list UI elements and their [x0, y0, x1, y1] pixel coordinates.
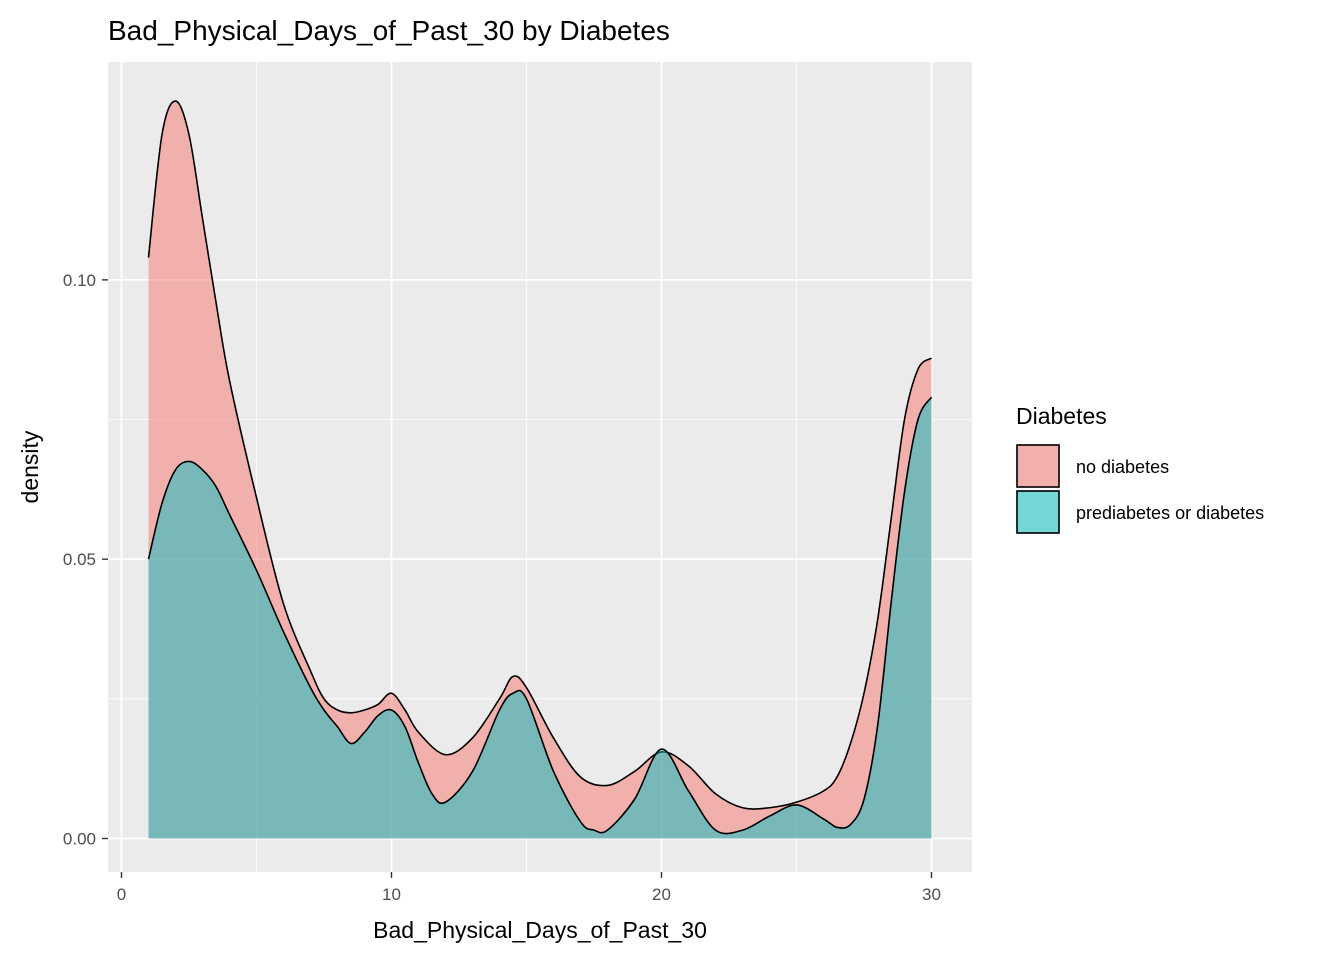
- density-area-prediabetes-or-diabetes: [148, 397, 932, 839]
- legend-swatch: [1016, 444, 1060, 488]
- chart-title: Bad_Physical_Days_of_Past_30 by Diabetes: [108, 15, 670, 46]
- legend-title: Diabetes: [1016, 403, 1107, 429]
- legend-item-no-diabetes: no diabetes: [1016, 444, 1169, 488]
- legend-label: prediabetes or diabetes: [1076, 503, 1264, 523]
- density-outline-no-diabetes: [147, 100, 933, 810]
- y-axis-title: density: [17, 430, 43, 503]
- y-tick-label: 0.05: [63, 550, 96, 569]
- y-tick-label: 0.00: [63, 829, 96, 848]
- x-tick-label: 10: [382, 885, 401, 904]
- legend-item-prediabetes-or-diabetes: prediabetes or diabetes: [1016, 490, 1264, 534]
- axes: 0 10 20 30 0.00 0.05 0.10: [63, 271, 941, 904]
- x-tick-label: 0: [117, 885, 126, 904]
- x-tick-label: 30: [922, 885, 941, 904]
- density-areas: [147, 100, 933, 839]
- density-outline-prediabetes-or-diabetes: [147, 396, 933, 835]
- y-tick-label: 0.10: [63, 271, 96, 290]
- legend-swatch: [1016, 490, 1060, 534]
- x-tick-label: 20: [652, 885, 671, 904]
- legend: Diabetes no diabetes prediabetes or diabe…: [1016, 403, 1264, 534]
- x-axis-title: Bad_Physical_Days_of_Past_30: [373, 917, 707, 943]
- legend-label: no diabetes: [1076, 457, 1169, 477]
